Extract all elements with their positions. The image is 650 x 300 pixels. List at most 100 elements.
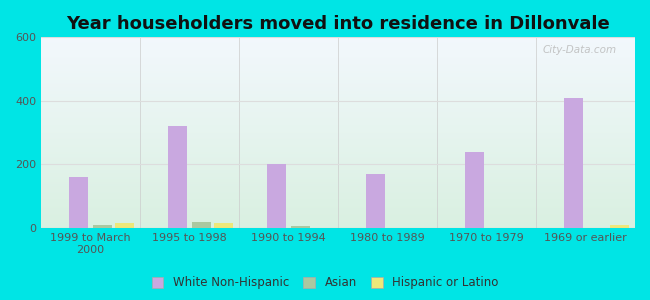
Bar xyxy=(41,145,635,146)
Bar xyxy=(41,99,635,100)
Bar xyxy=(41,66,635,67)
Bar xyxy=(41,74,635,75)
Bar xyxy=(41,86,635,87)
Bar xyxy=(41,166,635,167)
Bar xyxy=(41,73,635,74)
Bar xyxy=(41,140,635,141)
Bar xyxy=(41,160,635,161)
Bar xyxy=(41,173,635,175)
Bar xyxy=(41,218,635,219)
Bar xyxy=(41,151,635,152)
Bar xyxy=(41,201,635,202)
Bar xyxy=(41,180,635,181)
Bar xyxy=(41,108,635,109)
Bar xyxy=(41,154,635,155)
Bar xyxy=(366,174,385,228)
Bar xyxy=(41,62,635,63)
Bar xyxy=(41,207,635,208)
Bar xyxy=(41,139,635,140)
Bar xyxy=(41,110,635,111)
Bar xyxy=(41,179,635,180)
Bar xyxy=(41,196,635,197)
Bar xyxy=(41,42,635,43)
Bar xyxy=(41,45,635,46)
Bar xyxy=(41,85,635,86)
Bar xyxy=(41,64,635,65)
Bar xyxy=(41,55,635,56)
Bar xyxy=(41,96,635,97)
Bar xyxy=(291,226,310,228)
Bar xyxy=(41,52,635,53)
Bar xyxy=(41,37,635,38)
Bar xyxy=(41,149,635,150)
Bar xyxy=(41,89,635,90)
Bar xyxy=(41,103,635,104)
Bar xyxy=(41,83,635,84)
Bar xyxy=(41,190,635,191)
Bar xyxy=(41,176,635,177)
Bar xyxy=(41,123,635,124)
Bar xyxy=(41,191,635,192)
Bar xyxy=(41,91,635,92)
Bar xyxy=(41,186,635,187)
Bar xyxy=(41,137,635,138)
Bar xyxy=(41,109,635,110)
Bar xyxy=(41,56,635,57)
Bar xyxy=(41,225,635,226)
Bar xyxy=(41,223,635,224)
Bar xyxy=(41,106,635,107)
Bar xyxy=(41,148,635,149)
Bar xyxy=(41,167,635,168)
Bar xyxy=(41,40,635,41)
Bar xyxy=(41,48,635,49)
Bar xyxy=(41,138,635,139)
Bar xyxy=(41,72,635,73)
Bar xyxy=(41,97,635,98)
Bar xyxy=(41,70,635,71)
Bar xyxy=(41,39,635,40)
Bar xyxy=(115,224,133,228)
Bar xyxy=(41,135,635,136)
Bar xyxy=(69,177,88,228)
Bar xyxy=(41,153,635,154)
Bar xyxy=(41,121,635,122)
Bar xyxy=(41,112,635,113)
Bar xyxy=(168,126,187,228)
Bar xyxy=(41,67,635,68)
Bar xyxy=(41,165,635,166)
Bar xyxy=(41,200,635,201)
Bar xyxy=(41,38,635,39)
Bar xyxy=(41,60,635,61)
Bar xyxy=(41,209,635,210)
Bar xyxy=(41,132,635,133)
Bar xyxy=(41,208,635,209)
Bar xyxy=(41,211,635,212)
Bar xyxy=(41,51,635,52)
Bar xyxy=(41,126,635,127)
Bar xyxy=(41,118,635,119)
Bar xyxy=(41,136,635,137)
Bar xyxy=(41,177,635,178)
Bar xyxy=(41,104,635,105)
Bar xyxy=(41,43,635,44)
Legend: White Non-Hispanic, Asian, Hispanic or Latino: White Non-Hispanic, Asian, Hispanic or L… xyxy=(147,272,503,294)
Bar xyxy=(41,213,635,214)
Bar xyxy=(41,168,635,169)
Bar xyxy=(41,222,635,223)
Bar xyxy=(41,142,635,143)
Bar xyxy=(41,58,635,59)
Bar xyxy=(41,57,635,58)
Bar xyxy=(41,150,635,151)
Bar xyxy=(41,169,635,170)
Bar xyxy=(41,227,635,228)
Bar xyxy=(41,69,635,70)
Bar xyxy=(41,226,635,227)
Bar xyxy=(610,225,629,228)
Bar xyxy=(41,93,635,94)
Bar xyxy=(41,79,635,80)
Bar xyxy=(267,164,286,228)
Bar xyxy=(41,81,635,82)
Bar xyxy=(41,185,635,186)
Bar xyxy=(41,188,635,189)
Bar xyxy=(41,124,635,125)
